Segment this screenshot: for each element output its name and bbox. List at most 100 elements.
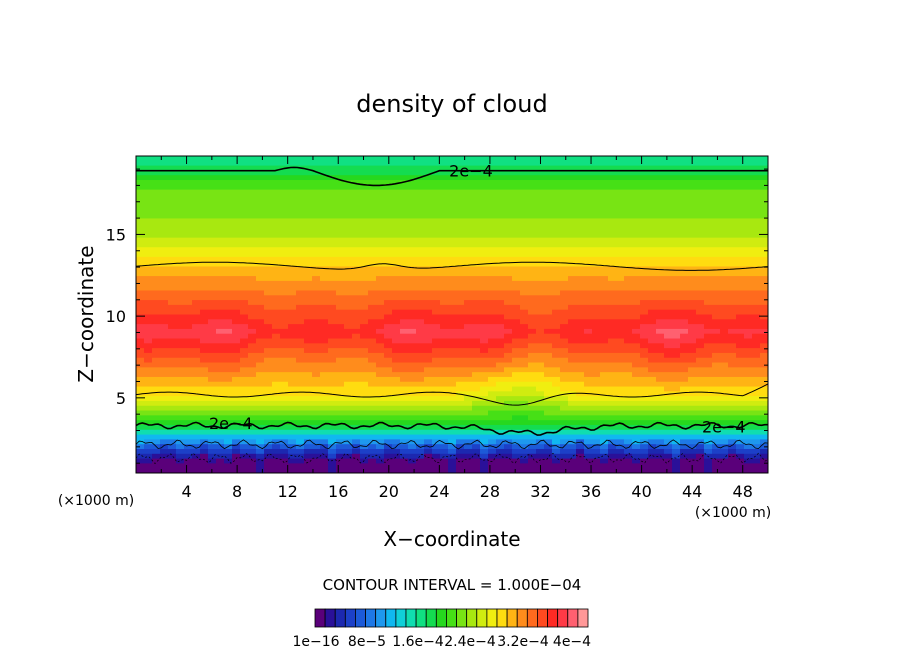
field-cell [352,218,361,224]
field-cell [272,415,281,421]
field-cell [688,266,697,272]
field-cell [648,165,657,172]
field-cell [552,415,561,421]
field-cell [432,458,441,464]
field-cell [648,376,657,383]
field-cell [160,391,169,397]
field-cell [584,242,593,248]
field-cell [336,376,345,383]
field-cell [144,300,153,306]
field-cell [448,333,457,340]
field-cell [248,444,257,450]
field-cell [184,256,193,263]
field-cell [568,213,577,220]
field-cell [144,468,153,473]
field-cell [680,261,689,268]
field-cell [576,300,585,306]
field-cell [704,381,713,388]
field-cell [208,160,217,167]
field-cell [360,285,369,292]
field-cell [720,328,729,335]
field-cell [288,271,297,277]
field-cell [520,372,529,378]
field-cell [720,400,729,407]
field-cell [416,348,425,354]
field-cell [408,184,417,191]
field-cell [232,271,241,277]
field-cell [576,180,585,186]
field-cell [192,261,201,268]
field-cell [624,381,633,388]
field-cell [560,228,569,234]
field-cell [312,228,321,234]
field-cell [528,304,537,311]
field-cell [608,453,617,460]
field-cell [584,276,593,282]
field-cell [432,396,441,402]
field-cell [352,324,361,330]
field-cell [136,410,145,416]
field-cell [528,367,537,373]
field-cell [376,266,385,272]
field-cell [520,420,529,426]
field-cell [520,228,529,234]
field-cell [528,237,537,244]
field-cell [520,266,529,272]
field-cell [392,189,401,196]
field-cell [328,381,337,388]
field-cell [304,458,313,464]
field-cell [688,247,697,253]
field-cell [672,448,681,455]
field-cell [200,391,209,397]
field-cell [256,160,265,167]
field-cell [432,400,441,407]
field-cell [496,468,505,473]
field-cell [624,223,633,229]
field-cell [496,189,505,196]
field-cell [624,194,633,200]
field-cell [232,424,241,431]
field-cell [200,295,209,301]
field-cell [248,367,257,373]
field-cell [344,405,353,412]
field-cell [704,304,713,311]
field-cell [328,463,337,469]
field-cell [416,156,425,162]
field-cell [440,362,449,368]
field-cell [472,415,481,421]
field-cell [560,223,569,229]
field-cell [296,175,305,181]
field-cell [368,232,377,239]
field-cell [568,194,577,200]
field-cell [144,381,153,388]
field-cell [288,194,297,200]
field-cell [416,343,425,349]
field-cell [576,194,585,200]
field-cell [608,175,617,181]
field-cell [320,304,329,311]
field-cell [320,204,329,210]
field-cell [232,232,241,239]
field-cell [392,180,401,186]
field-cell [240,242,249,248]
field-cell [616,319,625,325]
field-cell [248,420,257,426]
field-cell [232,429,241,436]
field-cell [416,314,425,320]
field-cell [488,352,497,359]
field-cell [736,228,745,234]
field-cell [216,165,225,172]
field-cell [392,160,401,167]
field-cell [496,276,505,282]
field-cell [160,372,169,378]
field-cell [312,156,321,162]
field-cell [536,434,545,440]
field-cell [640,309,649,316]
field-cell [224,175,233,181]
field-cell [176,285,185,292]
field-cell [264,400,273,407]
field-cell [376,319,385,325]
field-cell [480,453,489,460]
field-cell [184,319,193,325]
field-cell [616,463,625,469]
